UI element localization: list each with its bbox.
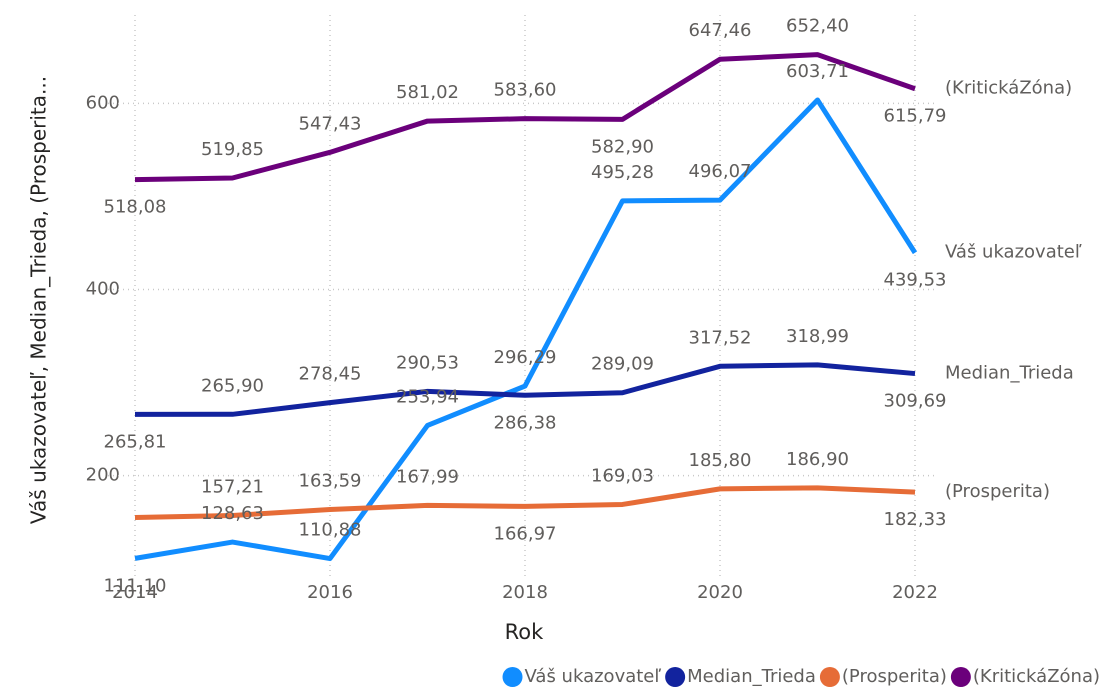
data-label: 111,10	[104, 575, 167, 596]
x-tick-label: 2022	[892, 582, 938, 603]
series-end-label: Váš ukazovateľ	[945, 242, 1082, 263]
legend-label: (KritickáZóna)	[973, 666, 1100, 687]
series-line	[134, 52, 916, 183]
x-tick-label: 2020	[697, 582, 743, 603]
series-end-label: (KritickáZóna)	[945, 78, 1072, 99]
x-tick-label: 2016	[307, 582, 353, 603]
data-label: 186,90	[786, 449, 849, 470]
data-label: 182,33	[884, 509, 947, 530]
series-line	[134, 97, 918, 562]
data-label: 128,63	[201, 503, 264, 524]
data-label: 289,09	[591, 354, 654, 375]
data-label: 265,81	[104, 431, 167, 452]
data-label: 290,53	[396, 352, 459, 373]
legend: (KritickáZóna) (Prosperita) Median_Trieda V…	[502, 666, 1100, 687]
data-label: 496,07	[689, 161, 752, 182]
data-label: 169,03	[591, 465, 654, 486]
data-label: 166,97	[494, 523, 557, 544]
data-label: 309,69	[884, 391, 947, 412]
legend-label: Váš ukazovateľ	[525, 666, 662, 687]
series-end-label: (Prosperita)	[945, 481, 1050, 502]
data-label: 163,59	[299, 471, 362, 492]
data-label: 317,52	[689, 327, 752, 348]
data-label: 647,46	[689, 20, 752, 41]
data-label: 167,99	[396, 466, 459, 487]
data-label: 185,80	[689, 450, 752, 471]
legend-label: Median_Trieda	[687, 666, 816, 687]
data-label: 582,90	[591, 136, 654, 157]
data-label: 318,99	[786, 326, 849, 347]
data-label: 603,71	[786, 61, 849, 82]
data-label: 583,60	[494, 80, 557, 101]
x-tick-label: 2018	[502, 582, 548, 603]
series-line	[134, 362, 916, 417]
data-label: 278,45	[299, 364, 362, 385]
legend-label: (Prosperita)	[842, 666, 947, 687]
legend-marker	[502, 667, 523, 687]
y-tick-label: 600	[86, 92, 120, 113]
data-label: 439,53	[884, 270, 947, 291]
x-tick-label: 2014	[112, 582, 158, 603]
data-label: 253,94	[396, 386, 459, 407]
data-label: 286,38	[494, 412, 557, 433]
data-label: 495,28	[591, 162, 654, 183]
y-axis-title: Váš ukazovateľ, Median_Trieda, (Prosperi…	[27, 76, 51, 524]
series-line	[134, 485, 916, 521]
data-label: 615,79	[884, 106, 947, 127]
legend-marker	[665, 667, 686, 687]
data-label: 519,85	[201, 139, 264, 160]
data-label: 296,29	[494, 347, 557, 368]
data-label: 110,88	[299, 520, 362, 541]
legend-marker	[819, 667, 840, 687]
series-end-label: Median_Trieda	[945, 363, 1074, 384]
data-label: 265,90	[201, 375, 264, 396]
data-label: 581,02	[396, 82, 459, 103]
y-tick-label: 400	[86, 279, 120, 300]
data-label: 547,43	[299, 113, 362, 134]
data-label: 652,40	[786, 16, 849, 37]
y-tick-label: 200	[86, 465, 120, 486]
data-label: 157,21	[201, 476, 264, 497]
data-label: 518,08	[104, 197, 167, 218]
x-axis-title: Rok	[505, 620, 544, 644]
legend-marker	[950, 667, 971, 687]
